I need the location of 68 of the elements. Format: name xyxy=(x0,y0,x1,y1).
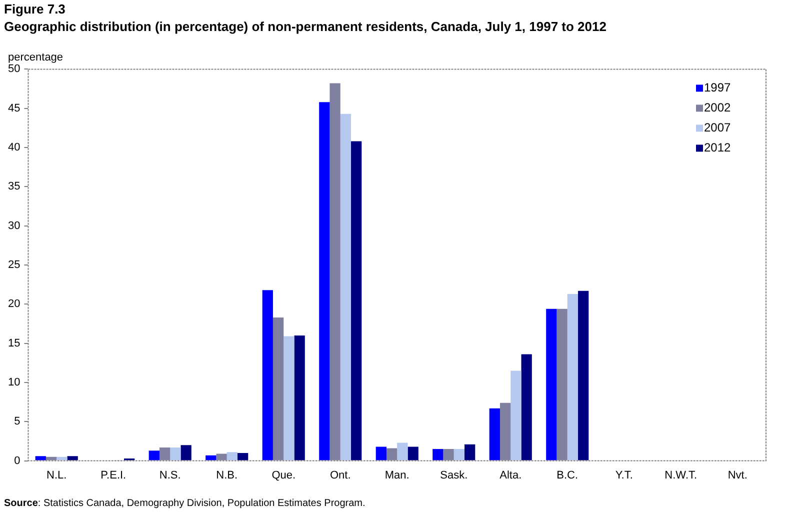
bar xyxy=(46,456,57,460)
x-tick-label: Man. xyxy=(384,469,410,482)
source-note: Source: Statistics Canada, Demography Division, Population Estimates Program. xyxy=(4,498,366,509)
bar xyxy=(226,452,238,460)
x-tick-label: Sask. xyxy=(440,469,468,482)
x-tick-label: Nvt. xyxy=(728,469,748,482)
bar xyxy=(546,308,557,460)
y-tick-label: 15 xyxy=(8,337,20,350)
bar xyxy=(262,290,273,460)
x-tick-label: N.L. xyxy=(46,469,67,482)
bar xyxy=(67,456,78,460)
y-tick-label: 0 xyxy=(14,454,20,467)
y-tick-label: 35 xyxy=(8,180,20,193)
x-tick-label: Ont. xyxy=(330,469,351,482)
bar xyxy=(521,354,532,460)
x-tick-label: N.W.T. xyxy=(664,469,698,482)
x-tick-label: Y.T. xyxy=(615,469,633,482)
chart-subtitle: Geographic distribution (in percentage) of non-permanent residents, Canada, July 1, 1997 to 2012 xyxy=(4,18,606,34)
bar xyxy=(216,454,227,460)
y-tick-label: 45 xyxy=(8,102,20,114)
bar xyxy=(159,447,170,460)
y-tick-label: 5 xyxy=(14,416,20,428)
x-tick-label: N.B. xyxy=(216,469,238,482)
bar xyxy=(454,449,465,460)
bar xyxy=(489,408,500,460)
legend-label: 2012 xyxy=(704,140,732,155)
y-tick-label: 30 xyxy=(8,220,20,232)
bar xyxy=(432,449,444,460)
x-tick-label: Alta. xyxy=(500,469,522,482)
bar xyxy=(35,456,46,460)
y-tick-label: 25 xyxy=(8,259,20,272)
bar xyxy=(56,456,68,460)
bar xyxy=(284,336,294,460)
x-tick-label: B.C. xyxy=(556,469,578,482)
bar xyxy=(340,114,352,460)
bar xyxy=(376,446,386,460)
y-tick-label: 20 xyxy=(8,298,20,310)
bar xyxy=(238,452,248,460)
bar xyxy=(170,447,181,460)
legend-label: 2007 xyxy=(704,120,732,135)
bar xyxy=(567,294,578,460)
bar xyxy=(330,83,340,460)
chart-title: Figure 7.3 xyxy=(4,1,66,16)
bar xyxy=(578,290,589,460)
bar xyxy=(148,450,160,460)
bar xyxy=(397,442,408,460)
bar xyxy=(408,446,418,460)
y-tick-label: 50 xyxy=(8,63,20,76)
bar xyxy=(500,402,511,460)
y-tick-label: 10 xyxy=(8,376,20,389)
y-tick-label: 40 xyxy=(8,142,20,154)
bar xyxy=(443,449,454,460)
x-tick-label: Que. xyxy=(272,469,296,482)
x-tick-label: P.E.I. xyxy=(100,469,126,482)
bar xyxy=(206,455,216,460)
bar xyxy=(319,102,330,460)
bar xyxy=(294,335,305,460)
bar xyxy=(386,448,398,460)
y-axis-title: percentage xyxy=(8,52,64,64)
legend-label: 2002 xyxy=(704,100,732,115)
bar xyxy=(556,308,568,460)
bar xyxy=(180,445,192,460)
legend-label: 1997 xyxy=(704,80,732,95)
bar xyxy=(464,444,476,460)
bar xyxy=(510,370,522,460)
x-tick-label: N.S. xyxy=(159,469,181,482)
bar xyxy=(351,141,362,460)
bar xyxy=(272,317,284,460)
